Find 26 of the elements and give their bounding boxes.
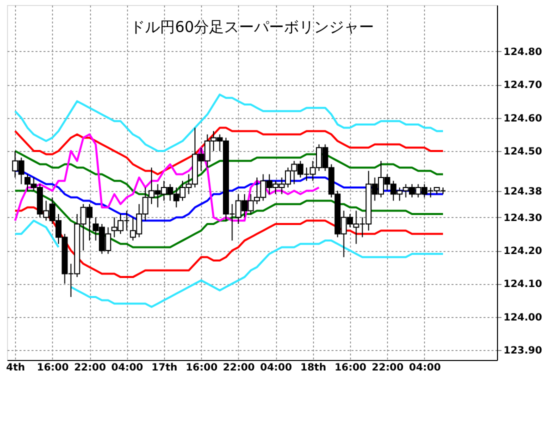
x-tick-label: 16:00 xyxy=(36,362,69,374)
text: ドル円60分足スーパーボリンジャー xyxy=(130,18,374,36)
y-tick-label: 124.38 xyxy=(504,186,542,198)
x-tick-label: 04:00 xyxy=(408,362,441,374)
line-series xyxy=(14,133,320,222)
x-tick-label: 17th xyxy=(152,362,178,374)
x-tick-label: 18th xyxy=(300,362,326,374)
line-series xyxy=(14,126,444,176)
y-tick-label: 124.00 xyxy=(504,312,542,324)
x-tick-label: 16:00 xyxy=(186,362,218,374)
x-tick-label: 4th xyxy=(6,362,26,374)
y-tick-label: 124.80 xyxy=(504,46,542,58)
line-series xyxy=(14,94,444,152)
y-tick-label: 123.90 xyxy=(504,346,542,357)
x-tick-label: 16:00 xyxy=(334,362,366,374)
x-tick-label: 04:00 xyxy=(260,362,292,374)
y-tick-label: 124.70 xyxy=(504,80,542,92)
y-tick-label: 124.20 xyxy=(504,246,542,258)
x-tick-label: 04:00 xyxy=(111,362,144,374)
y-tick-label: 124.50 xyxy=(504,146,542,158)
y-tick-label: 124.10 xyxy=(504,279,542,290)
x-tick-label: 22:00 xyxy=(372,362,404,374)
y-tick-label: 124.30 xyxy=(504,212,542,224)
x-tick-label: 22:00 xyxy=(74,362,106,374)
y-tick-label: 124.60 xyxy=(504,113,542,124)
x-tick-label: 22:00 xyxy=(222,362,255,374)
